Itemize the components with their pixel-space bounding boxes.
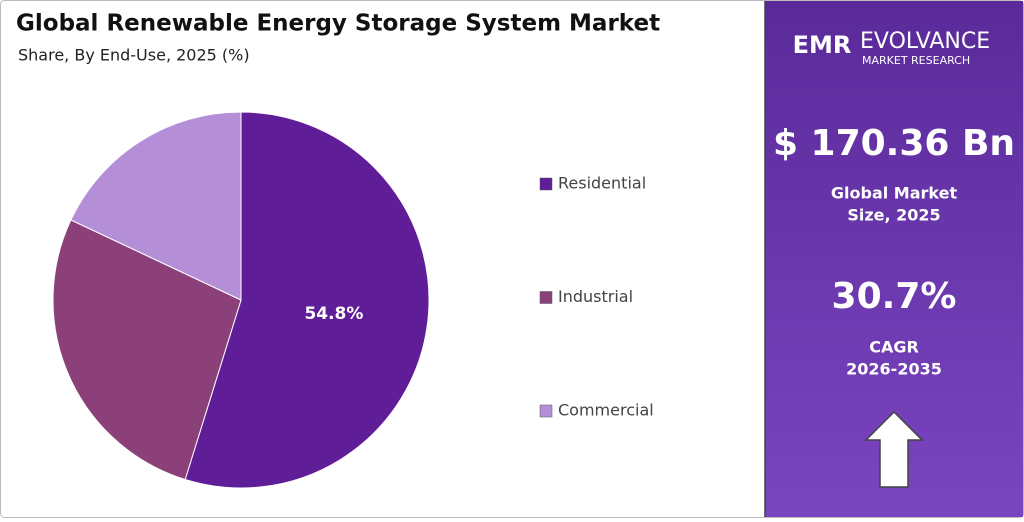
up-arrow xyxy=(864,410,924,488)
logo-tagline: MARKET RESEARCH xyxy=(862,54,970,67)
cagr-value: 30.7% xyxy=(832,276,957,317)
logo-name: EVOLVANCE xyxy=(860,29,990,54)
legend-label: Commercial xyxy=(558,401,654,420)
cagr-label: CAGR xyxy=(869,338,919,357)
chart-title: Global Renewable Energy Storage System M… xyxy=(16,11,660,37)
chart-subtitle: Share, By End-Use, 2025 (%) xyxy=(18,46,250,65)
pie: 54.8% xyxy=(52,111,430,489)
legend-swatch xyxy=(539,291,553,304)
cagr-label: 2026-2035 xyxy=(846,360,942,379)
legend-label: Industrial xyxy=(558,287,633,306)
legend-swatch xyxy=(539,177,553,191)
pie-slice xyxy=(70,111,242,301)
logo-mark: EMR xyxy=(793,31,852,59)
value-label: 54.8% xyxy=(304,304,363,324)
market-size: $ 170.36 Bn xyxy=(773,123,1015,164)
legend-swatch xyxy=(539,404,553,418)
market-size-label: Size, 2025 xyxy=(847,206,940,225)
legend: Residential Industrial Commercial xyxy=(539,174,654,420)
pie-slice xyxy=(184,111,430,489)
pie-slice xyxy=(52,219,242,481)
market-size-label: Global Market xyxy=(831,184,958,203)
legend-label: Residential xyxy=(558,174,646,193)
